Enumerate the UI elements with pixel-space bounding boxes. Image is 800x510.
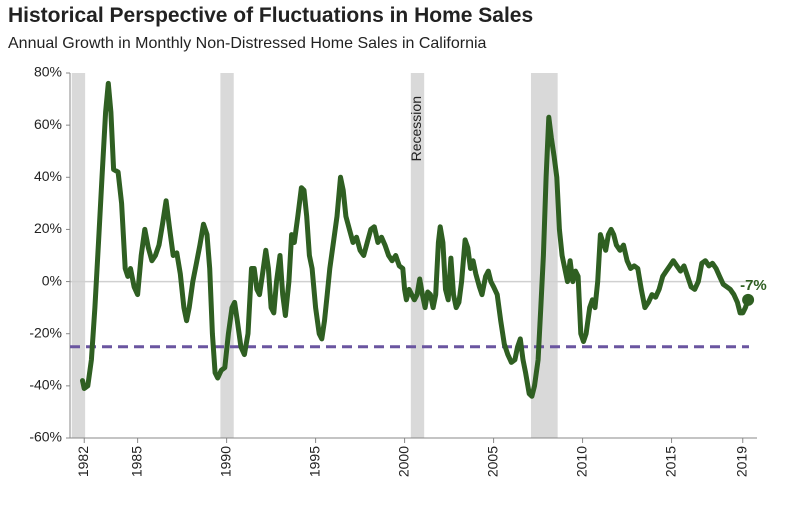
y-tick-label: -20% <box>29 324 62 340</box>
y-tick-label: -40% <box>29 377 62 393</box>
data-line <box>80 80 751 399</box>
x-tick-label: 2000 <box>395 446 411 477</box>
recession-label: Recession <box>408 96 424 161</box>
x-tick-label: 2005 <box>484 446 500 477</box>
y-tick-label: 80% <box>34 64 62 80</box>
chart-title: Historical Perspective of Fluctuations i… <box>8 4 533 27</box>
y-tick-label: -60% <box>29 429 62 445</box>
y-tick-label: 0% <box>42 272 62 288</box>
x-tick-label: 1985 <box>128 446 144 477</box>
x-tick-label: 1982 <box>75 446 91 477</box>
x-tick-label: 1990 <box>217 446 233 477</box>
end-point <box>742 293 755 306</box>
x-tick-label: 2019 <box>733 446 749 477</box>
end-label: -7% <box>740 277 767 294</box>
chart-subtitle: Annual Growth in Monthly Non-Distressed … <box>8 35 487 52</box>
y-tick-label: 40% <box>34 168 62 184</box>
x-tick-label: 2015 <box>662 446 678 477</box>
x-tick-label: 2010 <box>573 446 589 477</box>
x-tick-label: 1995 <box>306 446 322 477</box>
y-tick-label: 60% <box>34 116 62 132</box>
y-tick-label: 20% <box>34 220 62 236</box>
recession-band <box>220 73 234 438</box>
